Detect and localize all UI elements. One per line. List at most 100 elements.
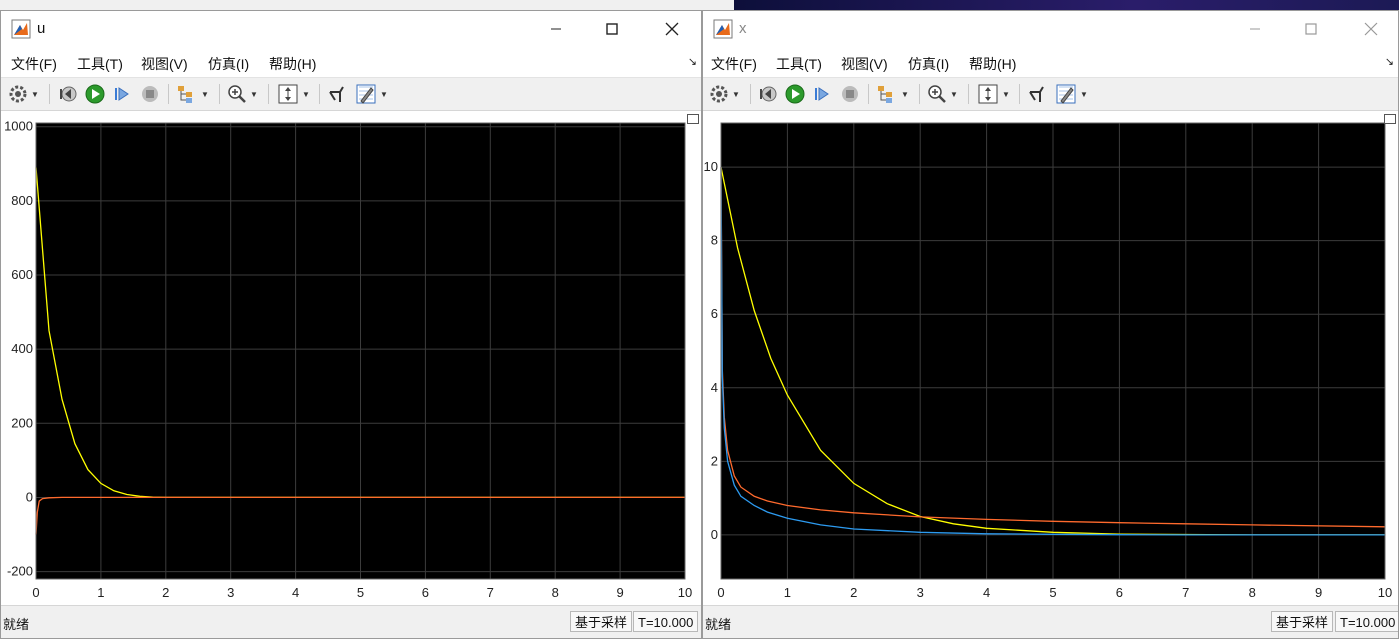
menu-tools[interactable]: 工具(T) <box>776 56 822 72</box>
x-tick-label: 2 <box>850 585 857 600</box>
autoscale-icon <box>978 84 998 104</box>
autoscale-button[interactable]: ▼ <box>277 82 310 106</box>
minimize-button[interactable] <box>533 11 579 47</box>
maximize-button[interactable] <box>1288 11 1334 47</box>
x-tick-label: 7 <box>487 585 494 600</box>
menu-help[interactable]: 帮助(H) <box>969 56 1017 72</box>
y-tick-label: 200 <box>11 415 33 430</box>
y-tick-label: 4 <box>711 380 718 395</box>
matlab-icon <box>11 19 31 39</box>
stop-button[interactable] <box>140 82 160 106</box>
x-tick-label: 10 <box>678 585 692 600</box>
toolbar-separator <box>750 84 751 104</box>
expand-toolstrip-button[interactable] <box>1384 114 1396 124</box>
x-tick-label: 1 <box>97 585 104 600</box>
y-tick-label: 600 <box>11 267 33 282</box>
signal-tree-icon <box>878 86 892 103</box>
scope-plot[interactable]: 0 1 2 3 4 5 6 7 8 9 10 0 2 4 6 8 10 <box>703 111 1398 607</box>
gear-icon <box>9 85 27 103</box>
step-back-button[interactable] <box>57 82 79 106</box>
menu-view[interactable]: 视图(V) <box>841 56 888 72</box>
title-bar[interactable]: u <box>1 11 701 47</box>
zoom-button[interactable]: ▼ <box>227 82 258 106</box>
highlight-block-icon <box>1029 86 1044 102</box>
style-button[interactable]: ▼ <box>355 82 388 106</box>
status-text: 就绪 <box>705 617 732 632</box>
close-button[interactable] <box>649 11 695 47</box>
expand-toolstrip-button[interactable] <box>687 114 699 124</box>
play-icon <box>85 84 105 104</box>
toolbar-separator <box>49 84 50 104</box>
y-tick-label: 10 <box>704 159 718 174</box>
step-back-button[interactable] <box>757 82 779 106</box>
menu-help[interactable]: 帮助(H) <box>269 56 317 72</box>
toolbar-separator <box>919 84 920 104</box>
x-tick-label: 3 <box>227 585 234 600</box>
menu-overflow-icon[interactable]: ↘ <box>1384 56 1394 68</box>
menu-simulation[interactable]: 仿真(I) <box>208 56 250 72</box>
stop-button[interactable] <box>840 82 860 106</box>
x-tick-label: 6 <box>422 585 429 600</box>
maximize-icon <box>1305 23 1317 35</box>
menu-file[interactable]: 文件(F) <box>711 56 757 72</box>
play-icon <box>785 84 805 104</box>
series-line-3 <box>720 167 1385 536</box>
series-line-2 <box>35 496 685 535</box>
plot-border <box>35 122 686 580</box>
y-tick-label: 800 <box>11 193 33 208</box>
autoscale-button[interactable]: ▼ <box>977 82 1010 106</box>
y-tick-label: 1000 <box>4 119 33 134</box>
title-bar[interactable]: x <box>703 11 1398 47</box>
x-tick-label: 7 <box>1182 585 1189 600</box>
menu-simulation[interactable]: 仿真(I) <box>908 56 950 72</box>
sim-time-indicator: T=10.000 <box>1335 611 1398 632</box>
y-tick-label: 8 <box>711 233 718 248</box>
close-icon <box>1364 22 1378 36</box>
plot-u[interactable]: 0 1 2 3 4 5 6 7 8 9 10 -200 0 200 400 600 800 1000 <box>1 111 701 607</box>
status-text: 就绪 <box>3 617 30 632</box>
x-tick-label: 3 <box>917 585 924 600</box>
y-tick-label: 0 <box>711 527 718 542</box>
toolbar-separator <box>1019 84 1020 104</box>
toolbar-separator <box>968 84 969 104</box>
menu-bar: 文件(F) 工具(T) 视图(V) 仿真(I) 帮助(H) ↘ <box>1 47 701 78</box>
zoom-in-icon <box>228 85 246 103</box>
style-button[interactable]: ▼ <box>1055 82 1088 106</box>
plot-x[interactable]: 0 1 2 3 4 5 6 7 8 9 10 0 2 4 6 8 10 <box>703 111 1398 607</box>
settings-button[interactable]: ▼ <box>8 82 39 106</box>
toolbar: ▼ ▼ ▼ ▼ ▼ <box>1 78 701 111</box>
x-tick-label: 1 <box>784 585 791 600</box>
toolbar: ▼ ▼ ▼ ▼ ▼ <box>703 78 1398 111</box>
menu-tools[interactable]: 工具(T) <box>77 56 123 72</box>
settings-button[interactable]: ▼ <box>709 82 740 106</box>
gear-icon <box>710 85 728 103</box>
signal-selector-button[interactable]: ▼ <box>176 82 209 106</box>
zoom-button[interactable]: ▼ <box>927 82 958 106</box>
highlight-block-button[interactable] <box>327 82 347 106</box>
minimize-icon <box>1250 28 1260 30</box>
maximize-button[interactable] <box>589 11 635 47</box>
menu-bar: 文件(F) 工具(T) 视图(V) 仿真(I) 帮助(H) ↘ <box>703 47 1398 78</box>
scope-window-x: x 文件(F) 工具(T) 视图(V) 仿真(I) 帮助(H) ↘ ▼ <box>702 10 1399 639</box>
toolbar-separator <box>268 84 269 104</box>
run-button[interactable] <box>784 82 806 106</box>
window-title: u <box>37 20 46 37</box>
signal-selector-button[interactable]: ▼ <box>876 82 909 106</box>
scope-window-u: u 文件(F) 工具(T) 视图(V) 仿真(I) 帮助(H) ↘ ▼ <box>0 10 702 639</box>
scope-plot[interactable]: 0 1 2 3 4 5 6 7 8 9 10 -200 0 200 400 600 800 1000 <box>1 111 701 607</box>
minimize-button[interactable] <box>1232 11 1278 47</box>
sim-time-indicator: T=10.000 <box>633 611 699 632</box>
matlab-icon <box>713 19 733 39</box>
step-forward-button[interactable] <box>112 82 132 106</box>
menu-view[interactable]: 视图(V) <box>141 56 188 72</box>
step-forward-icon <box>815 87 829 101</box>
edit-style-icon <box>356 84 376 104</box>
stop-icon <box>142 86 158 102</box>
toolbar-separator <box>168 84 169 104</box>
highlight-block-button[interactable] <box>1027 82 1047 106</box>
step-forward-button[interactable] <box>812 82 832 106</box>
menu-overflow-icon[interactable]: ↘ <box>687 56 697 68</box>
run-button[interactable] <box>84 82 106 106</box>
close-button[interactable] <box>1348 11 1394 47</box>
menu-file[interactable]: 文件(F) <box>11 56 57 72</box>
